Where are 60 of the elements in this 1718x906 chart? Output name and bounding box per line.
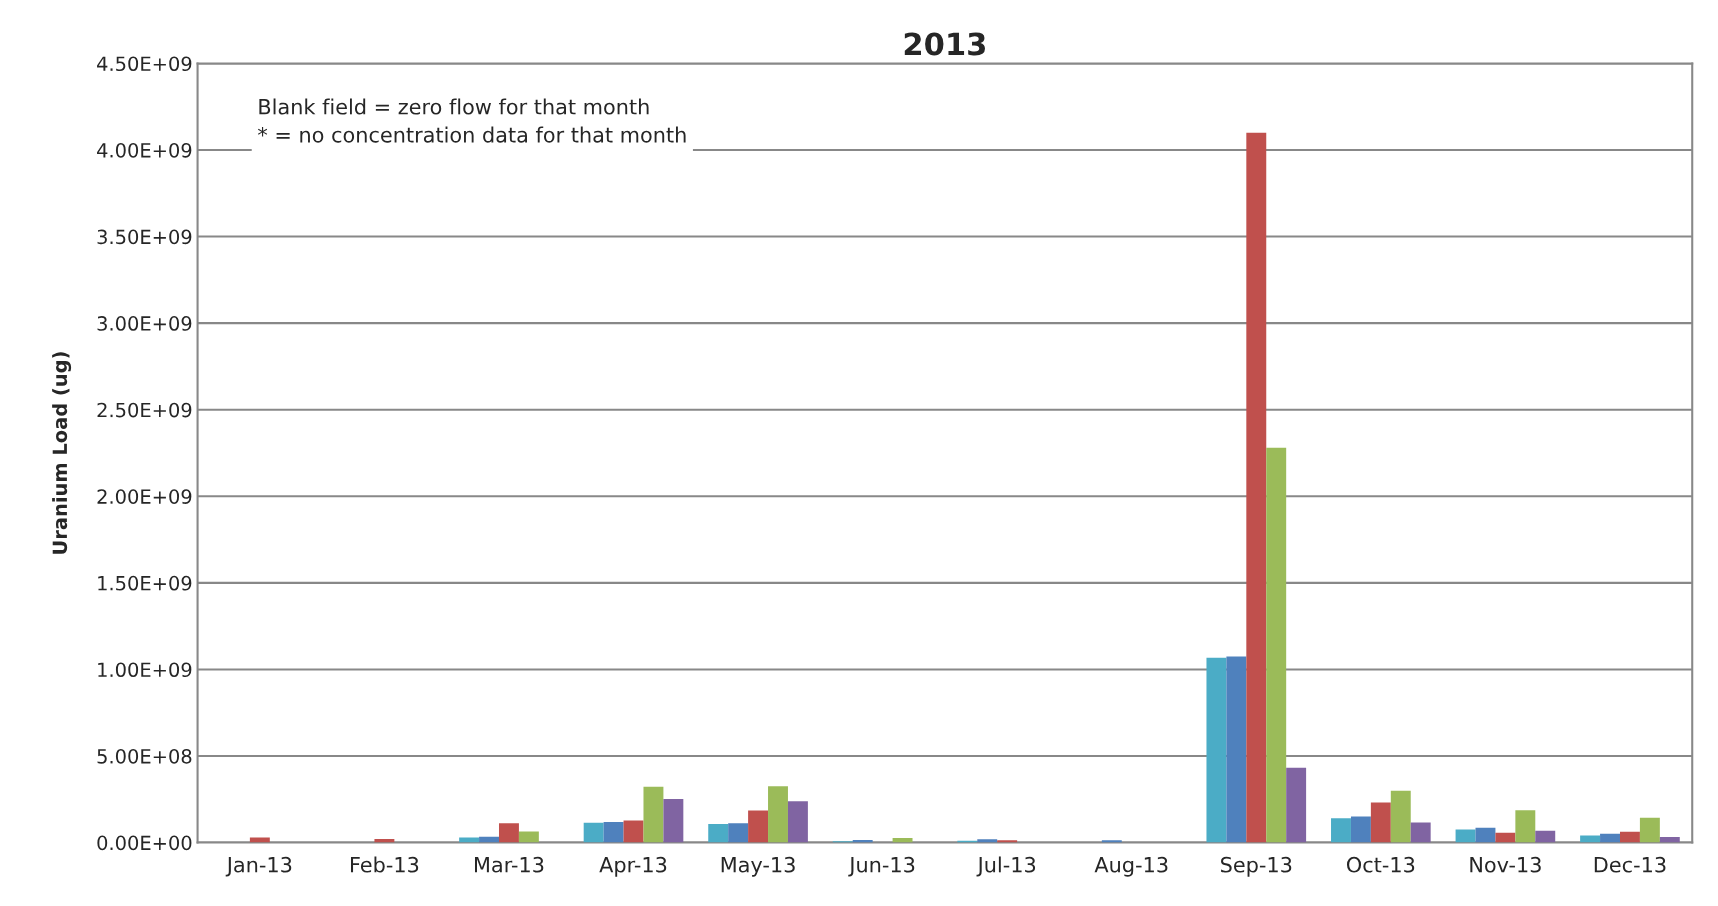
y-tick-label: 3.00E+09 [97, 316, 192, 331]
bar [1455, 829, 1476, 843]
x-tick-label: Feb-13 [350, 856, 419, 873]
y-tick-label: 2.50E+09 [97, 402, 192, 418]
x-tick-label: Sep-13 [1221, 856, 1292, 877]
bar [1659, 837, 1680, 843]
bar [498, 823, 519, 843]
x-tick-label: Jun-13 [848, 856, 915, 877]
bar [1226, 656, 1247, 843]
bar [1266, 447, 1287, 843]
bar [623, 820, 644, 843]
bar [663, 799, 684, 843]
x-tick-label: Jul-13 [976, 856, 1036, 877]
bar [1390, 790, 1411, 843]
x-tick-label: Apr-13 [599, 856, 667, 877]
bar [583, 822, 604, 843]
chart-title: 2013 [904, 32, 985, 56]
y-tick-label: 3.50E+09 [97, 229, 192, 245]
x-tick-label: Mar-13 [475, 856, 544, 873]
x-tick-label: Dec-13 [1594, 856, 1666, 873]
y-tick-label: 5.00E+08 [97, 748, 192, 764]
bar [459, 837, 480, 843]
y-tick-label: 0.00E+00 [97, 835, 192, 851]
bar [1639, 817, 1660, 843]
y-tick-label: 1.00E+09 [98, 662, 192, 678]
bar [1286, 767, 1307, 843]
bar [1600, 833, 1620, 843]
y-tick-label: 4.50E+09 [97, 56, 192, 72]
bar [1410, 822, 1431, 843]
x-tick-label: Aug-13 [1094, 856, 1168, 877]
bar [1580, 835, 1601, 843]
bar [603, 821, 624, 843]
x-tick-label: Oct-13 [1346, 856, 1415, 873]
bar [708, 824, 729, 843]
bar [1515, 810, 1536, 843]
bar [249, 837, 270, 843]
bar [643, 786, 664, 843]
bar [977, 839, 998, 843]
y-tick-label: 1.50E+09 [98, 575, 192, 591]
bar [1331, 818, 1351, 843]
x-tick-label: Nov-13 [1470, 856, 1541, 873]
bar [1535, 830, 1556, 843]
bar [728, 823, 749, 843]
bar [1495, 832, 1516, 843]
bar [1370, 802, 1391, 843]
bar [787, 801, 808, 843]
y-tick-label: 2.00E+09 [97, 489, 192, 504]
bar [1350, 816, 1371, 843]
bar [1619, 831, 1640, 843]
bar [748, 810, 769, 843]
y-tick-label: 4.00E+09 [97, 142, 192, 158]
bar [1246, 132, 1267, 843]
y-axis-title: Uranium Load (ug) [52, 352, 72, 554]
bar [768, 786, 788, 843]
annotation: Blank field = zero flow for that month * = no concentration data for that month [257, 98, 686, 143]
x-tick-label: Jan-13 [225, 856, 292, 877]
bar [1475, 827, 1496, 843]
x-tick-label: May-13 [721, 856, 795, 877]
bar [518, 831, 539, 843]
bar [1206, 657, 1227, 843]
